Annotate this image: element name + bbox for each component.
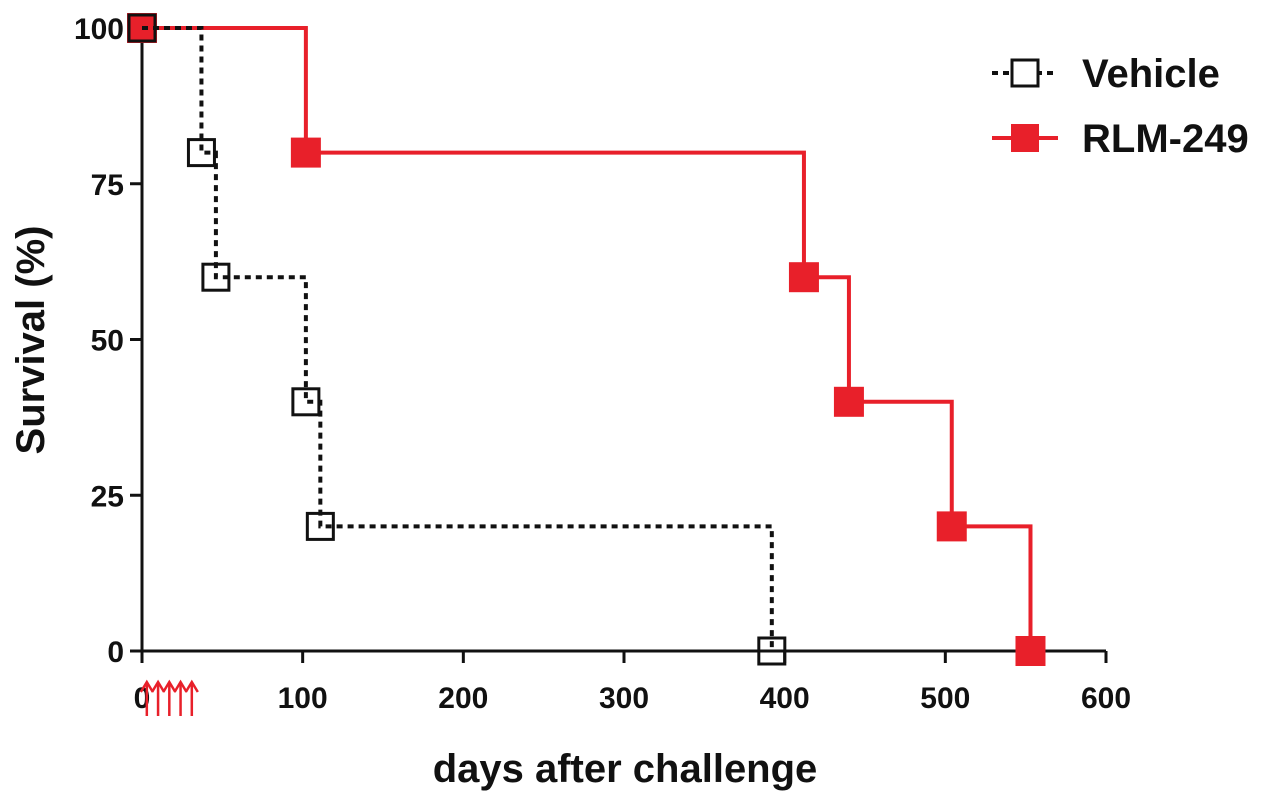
y-tick-label: 50 xyxy=(91,325,124,358)
data-point-marker xyxy=(127,13,157,43)
treatment-arrow xyxy=(173,679,188,716)
data-point-marker xyxy=(1015,636,1046,666)
x-tick-label: 300 xyxy=(599,682,649,715)
data-point-marker xyxy=(833,386,864,417)
data-point-marker xyxy=(936,511,967,542)
legend-label: Vehicle xyxy=(1082,52,1220,96)
legend-label: RLM-249 xyxy=(1082,117,1249,161)
series-rlm-249 xyxy=(127,13,1046,666)
treatment-arrow xyxy=(162,679,177,716)
y-ticks: 0 25 50 75 100 xyxy=(74,13,142,669)
x-axis-title: days after challenge xyxy=(433,747,818,791)
legend-marker xyxy=(1011,124,1039,152)
data-point-marker xyxy=(757,636,787,666)
data-point-marker xyxy=(291,387,321,417)
x-tick-label: 200 xyxy=(438,682,488,715)
data-point-marker xyxy=(201,262,231,292)
series-layer xyxy=(127,13,1046,666)
y-axis-title: Survival (%) xyxy=(9,226,53,455)
treatment-arrows xyxy=(139,679,199,716)
series-vehicle xyxy=(127,13,787,666)
data-point-marker xyxy=(305,511,335,541)
axes: 0 100 200 300 400 500 600 0 25 50 75 100 xyxy=(74,13,1131,715)
treatment-arrow xyxy=(139,679,154,716)
x-tick-label: 600 xyxy=(1081,682,1131,715)
y-tick-label: 25 xyxy=(91,480,124,513)
data-point-marker xyxy=(788,262,819,293)
x-tick-label: 400 xyxy=(760,682,810,715)
data-point-marker xyxy=(290,137,321,168)
y-tick-label: 75 xyxy=(91,169,124,202)
data-point-marker xyxy=(186,138,216,168)
treatment-arrow xyxy=(150,679,166,716)
legend-item: RLM-249 xyxy=(992,117,1249,161)
x-tick-label: 100 xyxy=(278,682,328,715)
series-step-line xyxy=(142,26,774,651)
x-ticks: 0 100 200 300 400 500 600 xyxy=(134,651,1131,715)
legend: Vehicle RLM-249 xyxy=(992,52,1249,161)
legend-item: Vehicle xyxy=(992,52,1220,96)
y-tick-label: 100 xyxy=(74,13,124,46)
y-tick-label: 0 xyxy=(107,636,124,669)
x-tick-label: 500 xyxy=(920,682,970,715)
series-step-line xyxy=(142,26,1033,651)
legend-marker xyxy=(1010,58,1040,88)
treatment-arrow xyxy=(184,679,199,716)
